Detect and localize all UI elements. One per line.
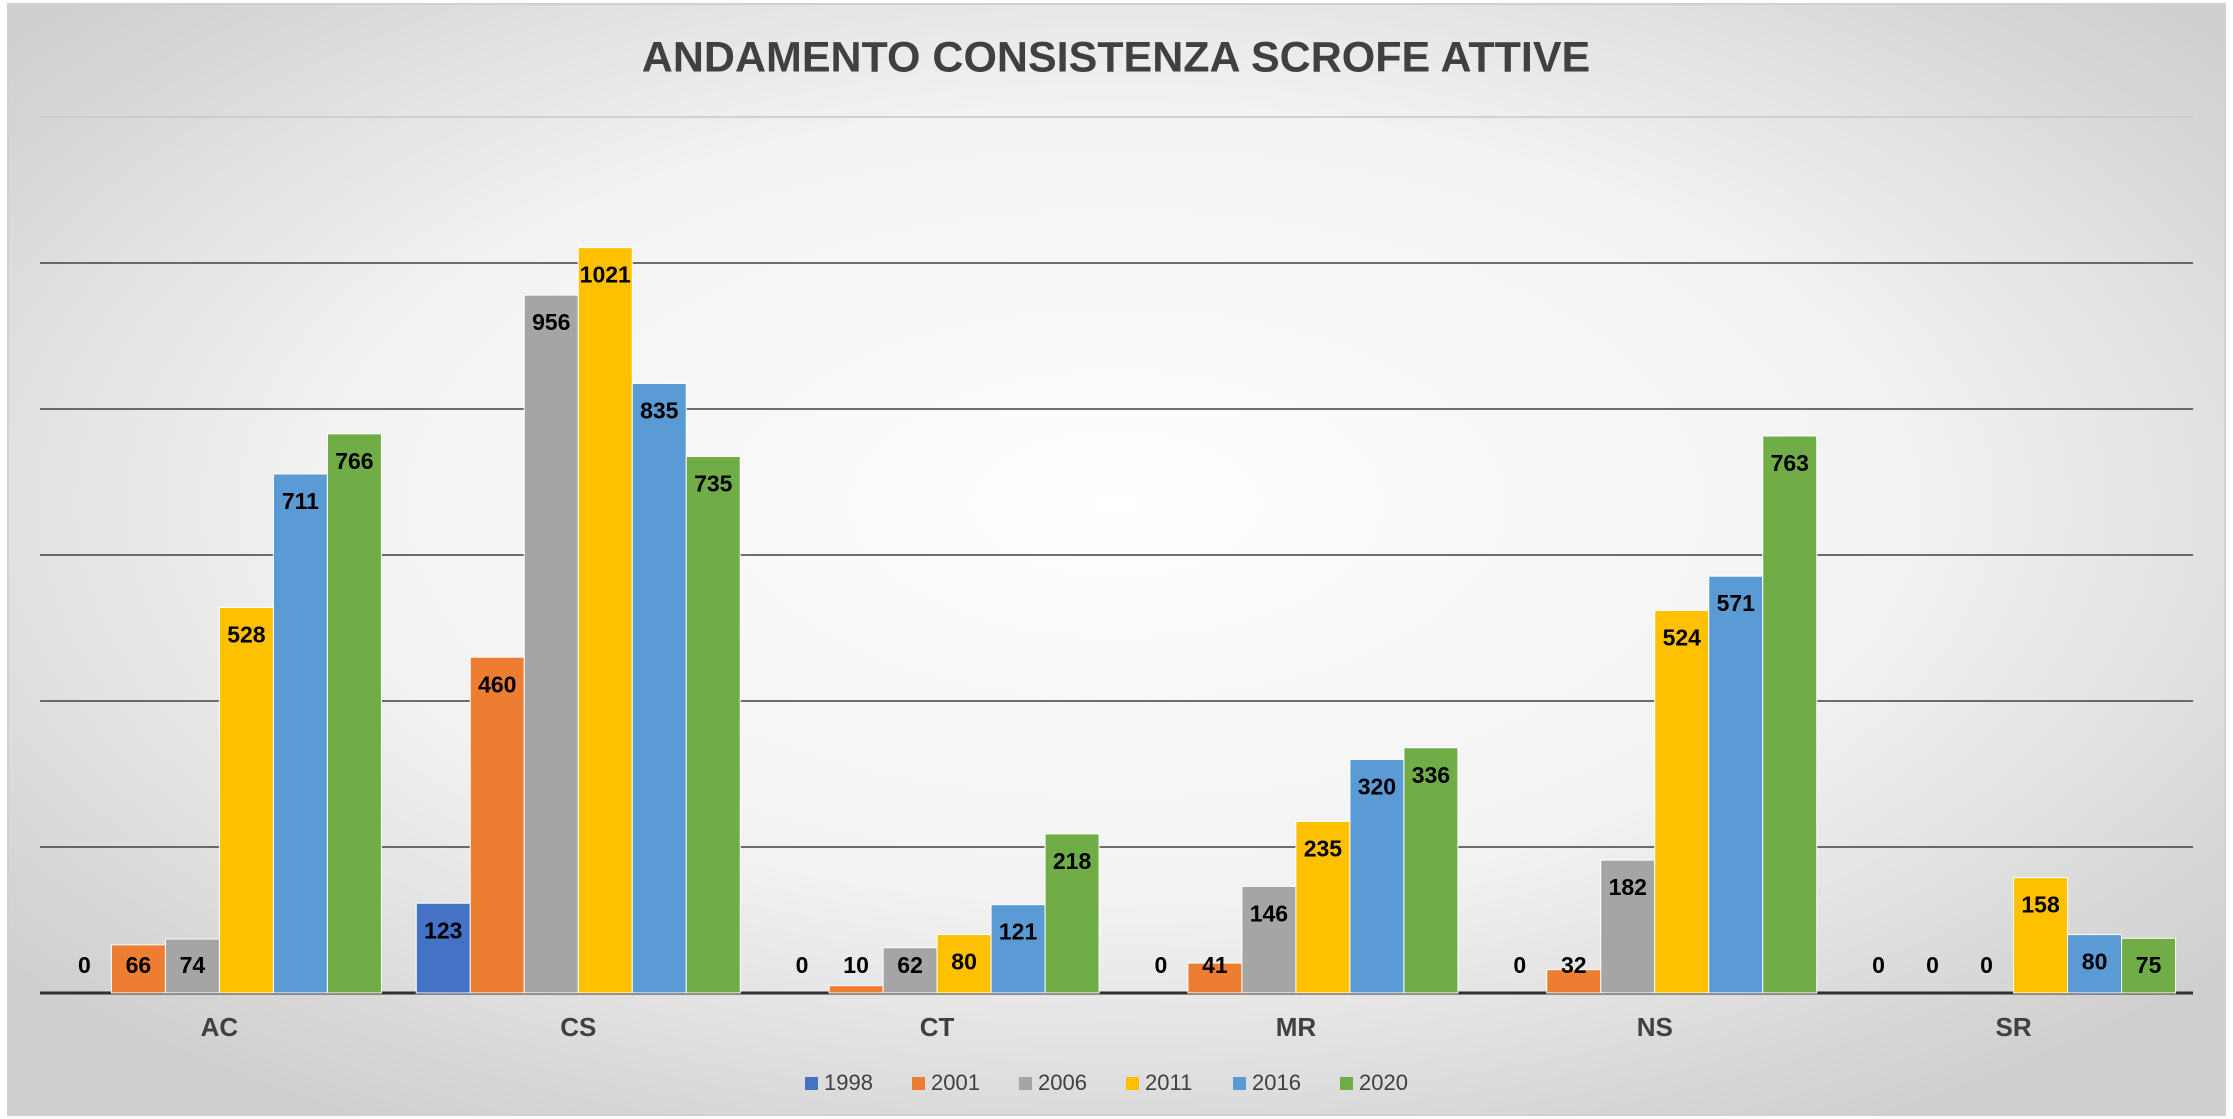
bar xyxy=(469,656,525,994)
legend-swatch xyxy=(805,1077,818,1090)
data-label: 0 xyxy=(78,952,91,978)
legend-swatch xyxy=(1340,1077,1353,1090)
bar xyxy=(2013,877,2069,994)
data-label: 41 xyxy=(1202,952,1228,978)
bar xyxy=(326,433,382,994)
data-label: 0 xyxy=(1513,952,1526,978)
data-label: 763 xyxy=(1771,450,1809,476)
bar xyxy=(828,985,884,994)
x-tick-label: SR xyxy=(1996,1012,2032,1042)
legend-label: 1998 xyxy=(824,1070,873,1095)
data-label: 571 xyxy=(1717,590,1756,616)
bar xyxy=(110,944,166,994)
data-label: 766 xyxy=(335,448,373,474)
data-label: 0 xyxy=(1155,952,1168,978)
data-label: 182 xyxy=(1609,874,1647,900)
bar xyxy=(218,607,274,994)
bar xyxy=(2067,934,2123,994)
data-label: 1021 xyxy=(580,262,631,288)
legend-swatch xyxy=(1126,1077,1139,1090)
legend-swatch xyxy=(912,1077,925,1090)
x-tick-label: MR xyxy=(1276,1012,1317,1042)
data-label: 0 xyxy=(1980,952,1993,978)
x-tick-label: NS xyxy=(1637,1012,1673,1042)
bar xyxy=(1349,758,1405,994)
bar xyxy=(164,938,220,994)
bar xyxy=(1403,747,1459,994)
legend-label: 2020 xyxy=(1359,1070,1408,1095)
data-label: 0 xyxy=(1872,952,1885,978)
data-label: 74 xyxy=(180,952,206,978)
x-tick-label: CS xyxy=(560,1012,596,1042)
data-label: 0 xyxy=(796,952,809,978)
bar xyxy=(685,455,741,994)
data-label: 62 xyxy=(897,952,923,978)
bar xyxy=(577,247,633,994)
bar xyxy=(1295,820,1351,994)
data-label: 235 xyxy=(1304,836,1343,862)
data-label: 460 xyxy=(478,671,516,697)
data-label: 0 xyxy=(1926,952,1939,978)
data-label: 146 xyxy=(1250,900,1288,926)
data-label: 218 xyxy=(1053,848,1092,874)
legend-label: 2006 xyxy=(1038,1070,1087,1095)
data-label: 524 xyxy=(1663,625,1702,651)
data-label: 835 xyxy=(640,398,679,424)
bar xyxy=(1654,609,1710,994)
data-label: 158 xyxy=(2021,892,2060,918)
data-label: 66 xyxy=(126,952,152,978)
data-label: 956 xyxy=(532,309,570,335)
bar xyxy=(936,934,992,994)
data-label: 711 xyxy=(282,488,319,514)
legend-swatch xyxy=(1019,1077,1032,1090)
data-label: 336 xyxy=(1412,762,1450,788)
data-label: 10 xyxy=(843,952,869,978)
bar xyxy=(1600,859,1656,994)
bar xyxy=(1708,575,1764,994)
chart-title: ANDAMENTO CONSISTENZA SCROFE ATTIVE xyxy=(642,33,1590,81)
legend-label: 2016 xyxy=(1252,1070,1301,1095)
bar xyxy=(2121,937,2177,994)
data-label: 123 xyxy=(424,917,462,943)
data-label: 80 xyxy=(951,949,977,975)
data-label: 735 xyxy=(694,471,733,497)
data-label: 32 xyxy=(1561,952,1587,978)
bar xyxy=(631,382,687,994)
data-label: 320 xyxy=(1358,773,1396,799)
data-label: 75 xyxy=(2136,952,2162,978)
x-tick-label: AC xyxy=(201,1012,239,1042)
data-label: 80 xyxy=(2082,949,2108,975)
data-label: 528 xyxy=(227,622,266,648)
bar xyxy=(1187,962,1243,994)
bar xyxy=(882,947,938,994)
bar xyxy=(272,473,328,994)
legend-swatch xyxy=(1233,1077,1246,1090)
bar xyxy=(1762,435,1818,994)
x-tick-label: CT xyxy=(920,1012,955,1042)
bar xyxy=(415,902,471,994)
legend-label: 2011 xyxy=(1145,1070,1192,1095)
legend-label: 2001 xyxy=(931,1070,980,1095)
bar xyxy=(1044,833,1100,994)
bar xyxy=(523,294,579,994)
data-label: 121 xyxy=(999,919,1038,945)
